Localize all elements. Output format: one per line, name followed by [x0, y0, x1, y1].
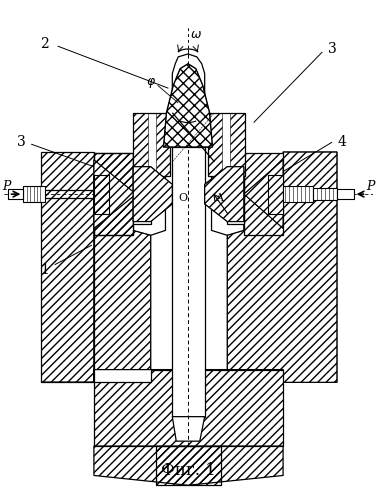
Bar [94, 153, 133, 236]
Bar [227, 164, 244, 224]
Text: $\omega$: $\omega$ [190, 28, 202, 41]
Text: 1: 1 [40, 262, 49, 276]
Text: 4: 4 [337, 135, 346, 149]
Bar [268, 174, 283, 214]
Bar [244, 153, 283, 236]
Bar [313, 188, 337, 200]
Bar [94, 174, 109, 214]
Bar [94, 153, 133, 236]
Bar [244, 153, 283, 236]
Polygon shape [172, 147, 205, 416]
Polygon shape [151, 147, 227, 370]
Text: A: A [215, 193, 224, 203]
Polygon shape [244, 160, 283, 228]
Polygon shape [172, 54, 205, 147]
Polygon shape [172, 416, 205, 441]
Bar [23, 186, 45, 202]
Polygon shape [94, 160, 136, 228]
Text: 3: 3 [17, 135, 26, 149]
Text: Фиг. 1: Фиг. 1 [161, 462, 215, 479]
Text: P: P [366, 180, 374, 193]
Bar [94, 174, 109, 214]
Polygon shape [227, 152, 337, 382]
Polygon shape [133, 166, 172, 222]
Text: 3: 3 [328, 42, 337, 56]
Bar [337, 189, 354, 199]
Bar [230, 113, 245, 176]
Polygon shape [94, 370, 283, 446]
Text: O: O [179, 193, 188, 203]
Bar [208, 113, 245, 176]
Bar [133, 164, 151, 224]
Bar [133, 113, 148, 176]
Bar [133, 113, 170, 176]
Bar [94, 153, 133, 236]
Bar [94, 174, 109, 214]
Bar [208, 113, 222, 176]
Polygon shape [164, 64, 213, 147]
Text: P: P [3, 180, 11, 193]
Bar [283, 186, 313, 202]
Text: $\varphi$: $\varphi$ [146, 76, 156, 90]
Bar [8, 189, 23, 199]
Polygon shape [205, 166, 244, 222]
Bar [156, 113, 170, 176]
Text: 2: 2 [40, 37, 49, 51]
Bar [268, 174, 283, 214]
Polygon shape [41, 176, 151, 382]
